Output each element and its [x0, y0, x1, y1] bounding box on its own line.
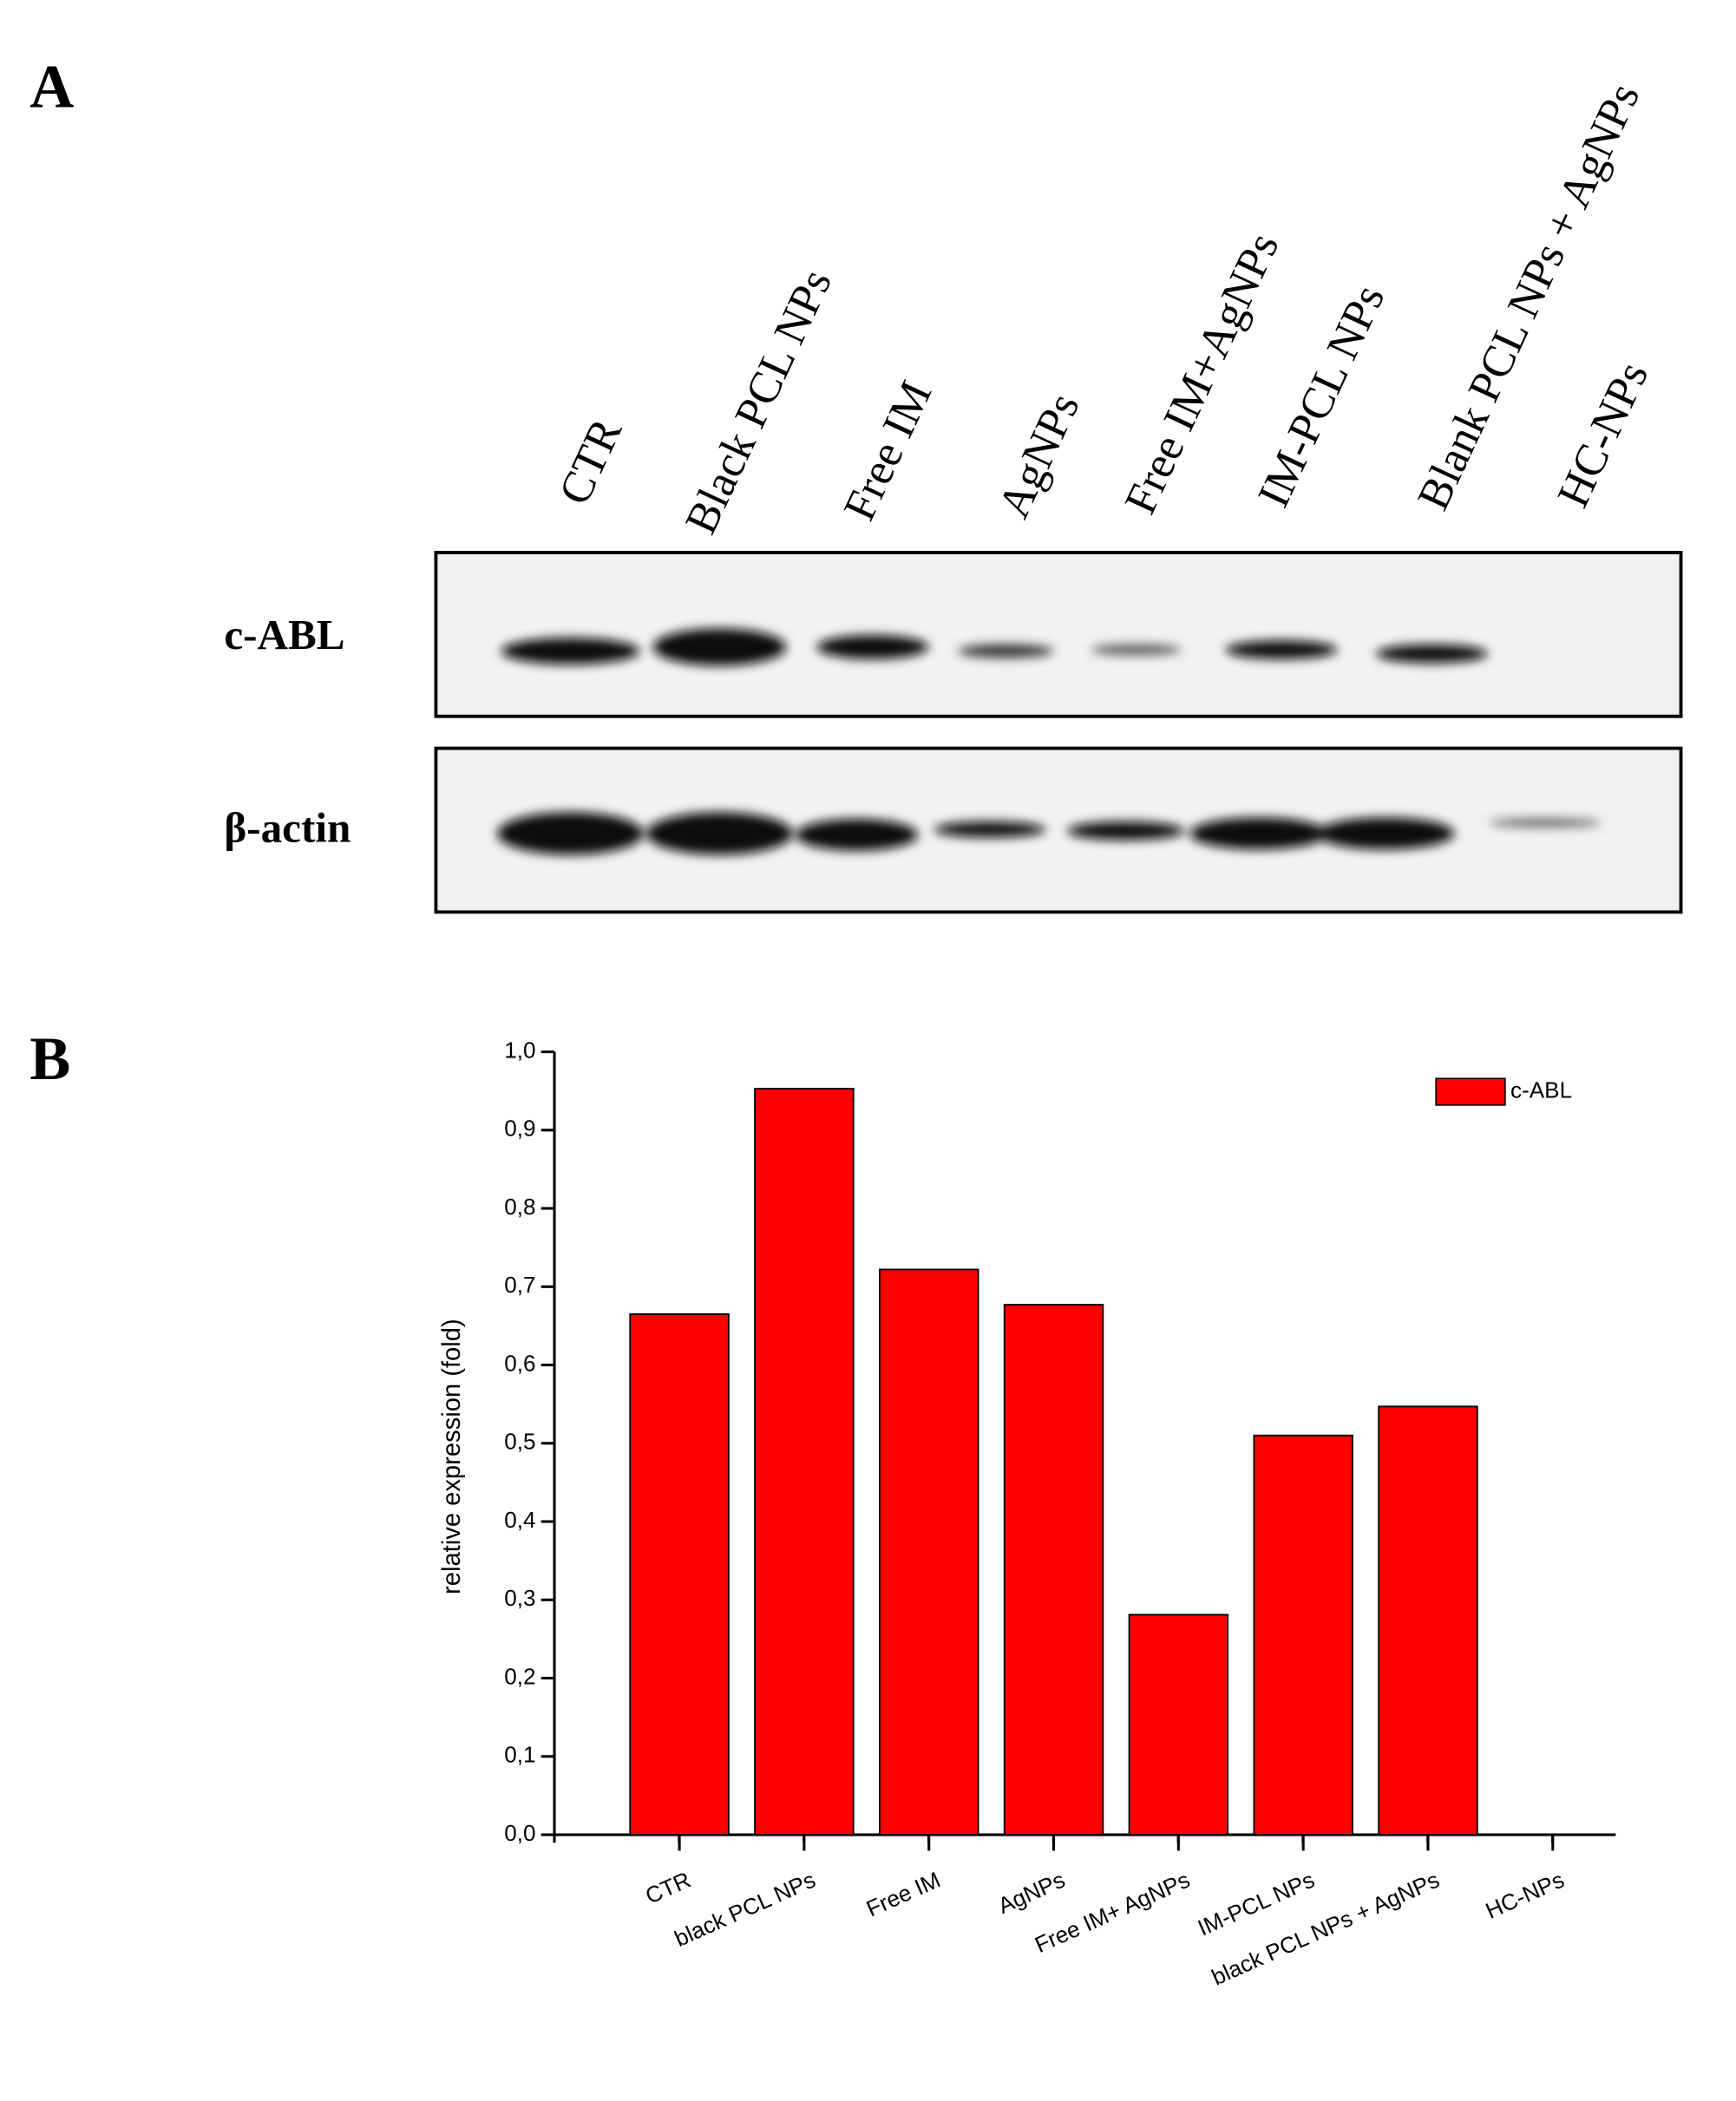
- bar: [629, 1312, 730, 1836]
- y-tick-label: 0,0: [504, 1820, 535, 1846]
- x-tick-label: HC-NPs: [1482, 1867, 1569, 1924]
- blot-frame: [434, 746, 1683, 914]
- bar: [1378, 1405, 1478, 1836]
- x-tick-label: AgNPs: [994, 1867, 1069, 1919]
- legend-swatch: [1435, 1077, 1506, 1106]
- lane-label: Black PCL NPs: [676, 262, 842, 541]
- y-tick-label: 0,7: [504, 1272, 535, 1298]
- blot-label: β-actin: [224, 804, 350, 852]
- bar: [1128, 1613, 1229, 1836]
- x-tick-label: black PCL NPs: [671, 1867, 820, 1952]
- y-tick-label: 0,1: [504, 1742, 535, 1768]
- y-tick-label: 0,6: [504, 1350, 535, 1376]
- blot-frame: [434, 551, 1683, 718]
- panel-label: A: [29, 54, 74, 121]
- bar: [754, 1088, 855, 1836]
- bar: [1253, 1434, 1353, 1836]
- lane-label: AgNPs: [989, 386, 1089, 526]
- y-axis-label: relative expression (fold): [438, 1319, 466, 1594]
- y-tick-label: 0,9: [504, 1116, 535, 1142]
- blot-label: c-ABL: [224, 611, 344, 658]
- lane-label: Free IM: [835, 374, 941, 528]
- legend-label: c-ABL: [1510, 1077, 1572, 1103]
- lane-label: CTR: [550, 411, 632, 512]
- y-tick-label: 0,2: [504, 1663, 535, 1689]
- y-tick-label: 0,3: [504, 1585, 535, 1611]
- panel-label: B: [29, 1025, 70, 1093]
- y-tick-label: 0,5: [504, 1429, 535, 1455]
- lane-label: IM-PCL NPs: [1248, 278, 1394, 514]
- x-tick-label: black PCL NPs + AgNPs: [1208, 1867, 1444, 1991]
- y-tick-label: 0,8: [504, 1194, 535, 1220]
- x-tick-label: CTR: [641, 1867, 694, 1909]
- lane-label: HC-NPs: [1549, 355, 1658, 514]
- x-tick-label: Free IM: [862, 1867, 944, 1922]
- bar: [879, 1268, 979, 1836]
- y-tick-label: 0,4: [504, 1507, 535, 1533]
- y-tick-label: 1,0: [504, 1037, 535, 1063]
- bar: [1003, 1304, 1104, 1836]
- blot-bands: [497, 628, 1602, 855]
